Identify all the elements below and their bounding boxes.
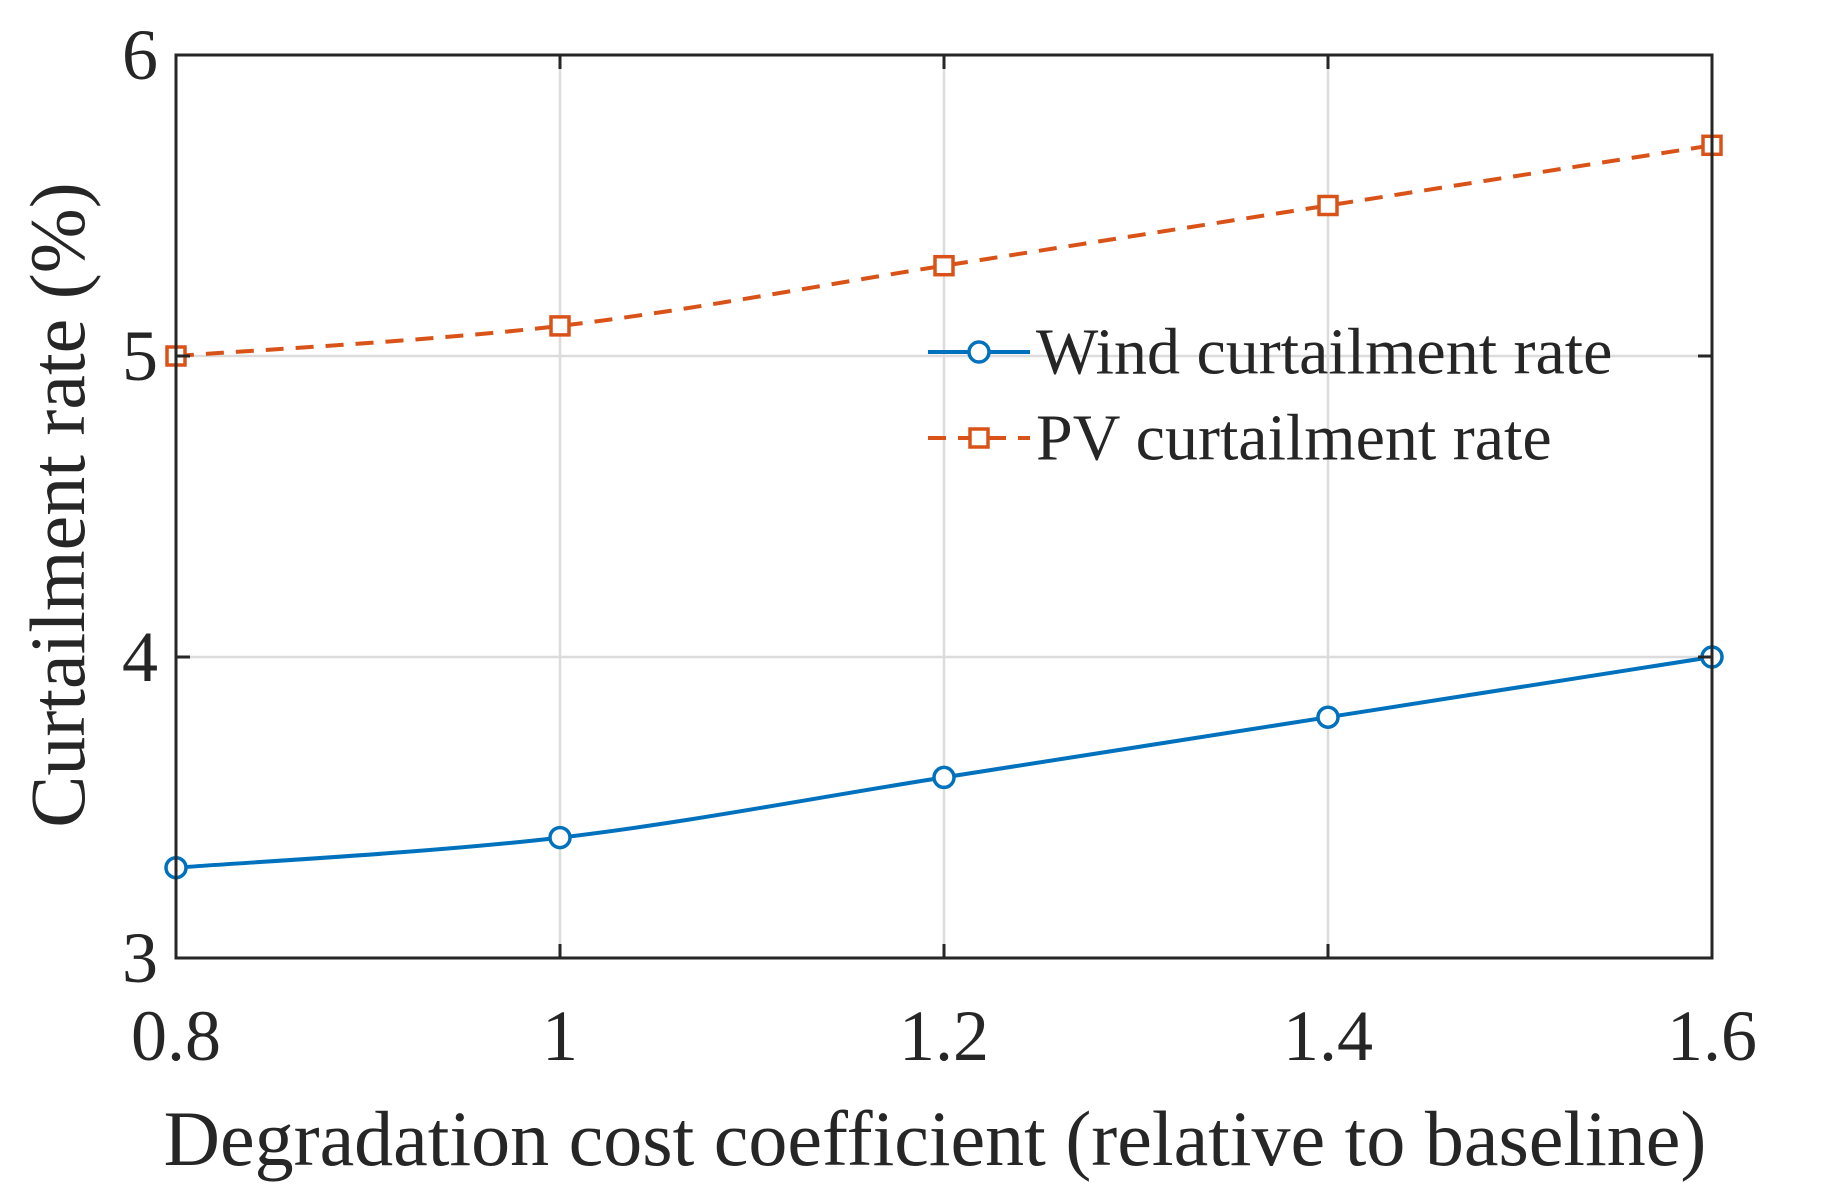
x-tick-label: 1 — [542, 996, 578, 1076]
legend-item: PV curtailment rate — [928, 402, 1552, 475]
y-tick-label: 5 — [122, 316, 158, 396]
y-tick-label: 6 — [122, 15, 158, 95]
x-tick-label: 1.2 — [899, 996, 989, 1076]
legend-marker — [968, 427, 990, 449]
data-point — [933, 254, 955, 277]
legend-label: PV curtailment rate — [1036, 402, 1552, 475]
series-group — [164, 134, 1724, 880]
data-point — [549, 315, 571, 337]
data-point — [932, 765, 956, 790]
legend: Wind curtailment rate PV curtailment rate — [928, 316, 1612, 475]
x-tick-label: 0.8 — [131, 996, 221, 1076]
axes — [174, 53, 1714, 960]
legend-item: Wind curtailment rate — [928, 316, 1612, 389]
legend-marker — [967, 340, 991, 364]
x-tick-label: 1.4 — [1283, 996, 1373, 1076]
y-axis-label: Curtailment rate (%) — [14, 182, 101, 827]
data-point — [1316, 705, 1340, 729]
tick-labels: 0.8 1 1.2 1.4 1.6 3 4 5 6 — [122, 15, 1757, 1076]
series-wind — [164, 645, 1724, 880]
x-tick-label: 1.6 — [1667, 996, 1757, 1076]
y-tick-label: 4 — [122, 617, 158, 697]
data-point — [1317, 194, 1339, 217]
x-axis-label: Degradation cost coefficient (relative t… — [164, 1095, 1707, 1182]
series-line — [175, 143, 1713, 358]
data-point — [548, 825, 572, 850]
legend-label: Wind curtailment rate — [1036, 316, 1612, 389]
y-tick-label: 3 — [122, 918, 158, 998]
